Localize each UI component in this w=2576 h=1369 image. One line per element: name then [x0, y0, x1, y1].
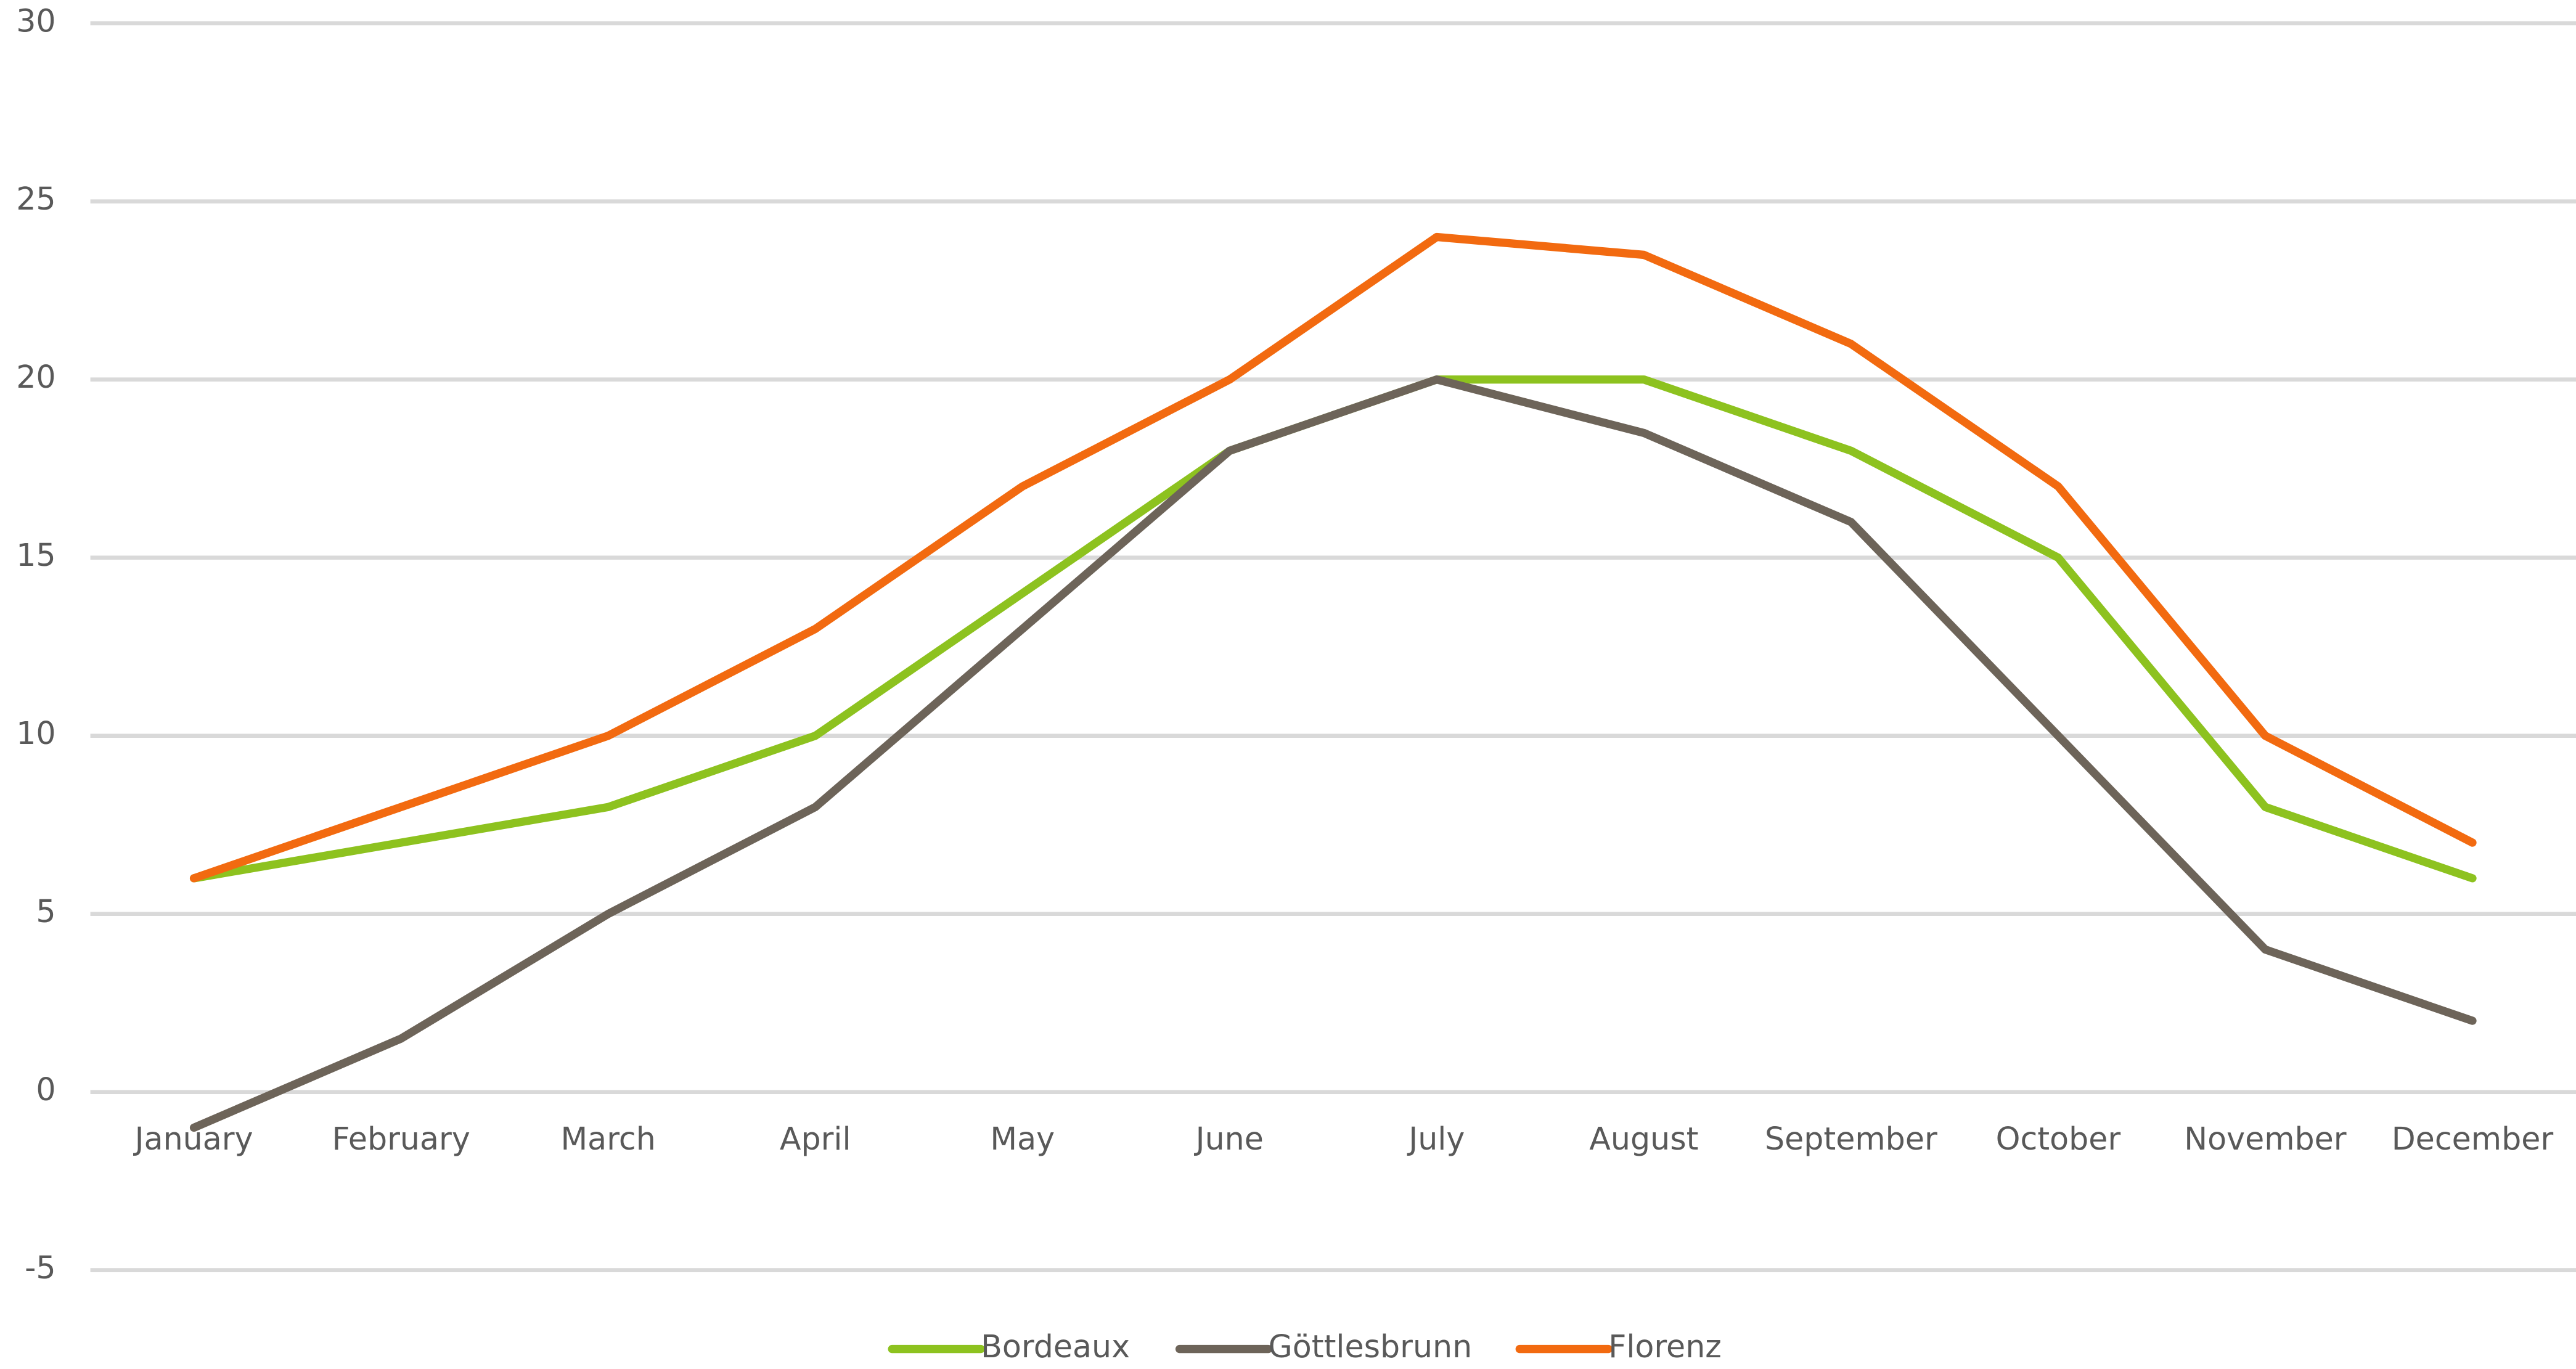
legend-label: Florenz — [1608, 1328, 1722, 1365]
x-tick-label: December — [2392, 1121, 2554, 1157]
y-tick-label: 10 — [16, 715, 55, 751]
x-tick-label: July — [1407, 1121, 1465, 1157]
series-line — [189, 375, 2477, 883]
x-tick-label: June — [1194, 1121, 1264, 1157]
series-line — [189, 232, 2477, 883]
x-tick-label: November — [2184, 1121, 2347, 1157]
y-tick-label: 5 — [36, 893, 55, 930]
y-tick-label: 0 — [36, 1071, 55, 1108]
y-tick-label: -5 — [25, 1249, 55, 1286]
x-tick-label: February — [332, 1121, 470, 1157]
x-tick-label: August — [1589, 1121, 1698, 1157]
legend-label: Göttlesbrunn — [1269, 1328, 1473, 1365]
x-tick-label: May — [990, 1121, 1055, 1157]
y-tick-label: 25 — [16, 181, 55, 217]
x-tick-label: September — [1765, 1121, 1937, 1157]
legend-label: Bordeaux — [981, 1328, 1130, 1365]
series-line — [189, 375, 2477, 1132]
x-tick-label: April — [780, 1121, 851, 1157]
y-tick-label: 20 — [16, 359, 55, 395]
x-tick-label: October — [1996, 1121, 2121, 1157]
y-tick-label: 15 — [16, 537, 55, 573]
y-tick-label: 30 — [16, 2, 55, 39]
x-tick-label: March — [561, 1121, 656, 1157]
